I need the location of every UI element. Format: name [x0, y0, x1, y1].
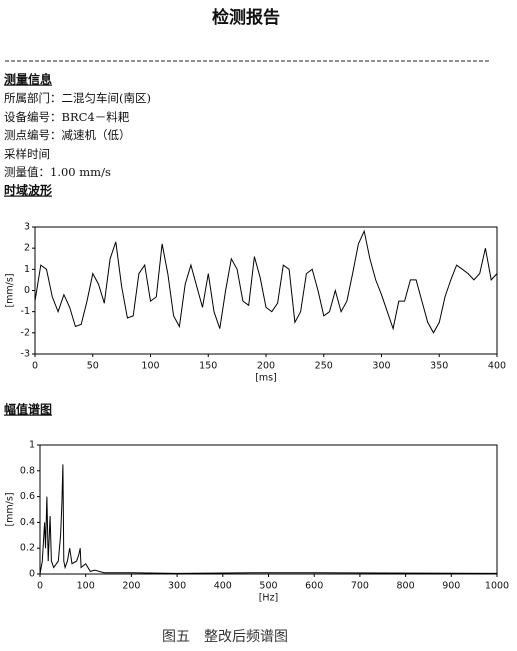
- x-axis-label: [Hz]: [259, 593, 279, 604]
- x-tick-label: 400: [214, 581, 232, 592]
- y-tick-label: 0.4: [20, 517, 35, 528]
- x-tick-label: 700: [351, 581, 369, 592]
- y-tick-label: -3: [21, 349, 30, 360]
- x-tick-label: 400: [488, 361, 506, 372]
- info-line: 设备编号：BRC4－料耙: [4, 110, 130, 124]
- x-tick-label: 100: [141, 361, 159, 372]
- x-tick-label: 500: [259, 581, 277, 592]
- y-tick-label: 0.6: [20, 491, 35, 502]
- y-axis-label: [mm/s]: [5, 273, 16, 307]
- x-tick-label: 100: [77, 581, 95, 592]
- section-heading: 幅值谱图: [4, 402, 52, 417]
- x-axis-label: [ms]: [255, 373, 277, 384]
- x-tick-label: 300: [168, 581, 186, 592]
- y-tick-label: 0: [29, 569, 35, 580]
- plot-frame: [34, 226, 498, 355]
- x-tick-label: 800: [397, 581, 415, 592]
- y-tick-label: -1: [21, 306, 30, 317]
- y-tick-label: 2: [24, 243, 30, 254]
- y-tick-label: 3: [24, 222, 30, 233]
- section-heading: 时域波形: [4, 183, 52, 198]
- y-tick-label: 0.2: [20, 543, 35, 554]
- y-tick-label: 1: [24, 264, 30, 275]
- y-tick-label: 0.8: [20, 465, 35, 476]
- report-title: 检测报告: [212, 7, 280, 28]
- x-tick-label: 900: [442, 581, 460, 592]
- y-tick-label: -2: [21, 327, 30, 338]
- x-tick-label: 250: [315, 361, 333, 372]
- data-line: [39, 464, 498, 575]
- x-tick-label: 200: [122, 581, 140, 592]
- info-line: 所属部门：二混匀车间(南区): [4, 91, 151, 105]
- x-tick-label: 600: [305, 581, 323, 592]
- info-line: 测量值：1.00 mm/s: [4, 165, 111, 179]
- x-tick-label: 50: [87, 361, 99, 372]
- y-tick-label: 1: [29, 440, 35, 451]
- x-tick-label: 150: [199, 361, 217, 372]
- y-tick-label: 0: [24, 285, 30, 296]
- plot-frame: [39, 444, 498, 575]
- info-line: 测点编号：减速机（低）: [4, 128, 131, 142]
- figure-caption: 图五 整改后频谱图: [162, 629, 288, 645]
- section-heading: 测量信息: [4, 72, 52, 87]
- x-tick-label: 1000: [485, 581, 509, 592]
- x-tick-label: 0: [32, 361, 38, 372]
- y-axis-label: [mm/s]: [5, 492, 16, 526]
- data-line: [34, 229, 498, 334]
- x-tick-label: 350: [430, 361, 448, 372]
- info-line: 采样时间: [4, 147, 50, 161]
- x-tick-label: 200: [257, 361, 275, 372]
- x-tick-label: 0: [37, 581, 43, 592]
- x-tick-label: 300: [372, 361, 390, 372]
